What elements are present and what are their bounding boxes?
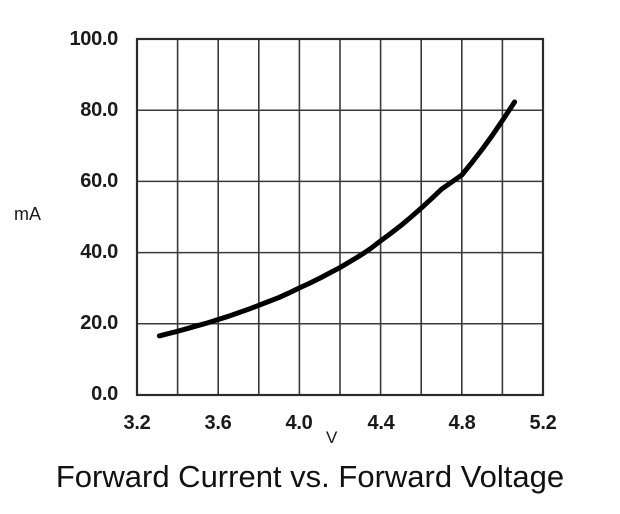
- y-axis-title: mA: [14, 204, 41, 224]
- chart-title: Forward Current vs. Forward Voltage: [55, 459, 565, 494]
- horizontal-gridlines: [137, 109, 543, 325]
- x-tick-label-5-2: 5.2: [529, 412, 557, 434]
- y-tick-label-60: 60.0: [80, 170, 118, 192]
- forward-current-curve: [156, 99, 518, 339]
- y-tick-label-80: 80.0: [80, 99, 118, 121]
- x-tick-label-4-8: 4.8: [448, 412, 476, 434]
- y-tick-label-20: 20.0: [80, 312, 118, 334]
- x-tick-label-3-2: 3.2: [123, 412, 151, 434]
- y-tick-label-40: 40.0: [80, 241, 118, 263]
- vertical-gridlines: [176, 39, 504, 395]
- x-axis-title: V: [326, 428, 338, 447]
- y-tick-label-100: 100.0: [69, 28, 118, 50]
- x-tick-label-4-0: 4.0: [285, 412, 313, 434]
- x-tick-label-3-6: 3.6: [204, 412, 232, 434]
- y-tick-label-0: 0.0: [91, 383, 118, 405]
- x-tick-label-4-4: 4.4: [367, 412, 395, 434]
- plot-border: [135, 37, 545, 397]
